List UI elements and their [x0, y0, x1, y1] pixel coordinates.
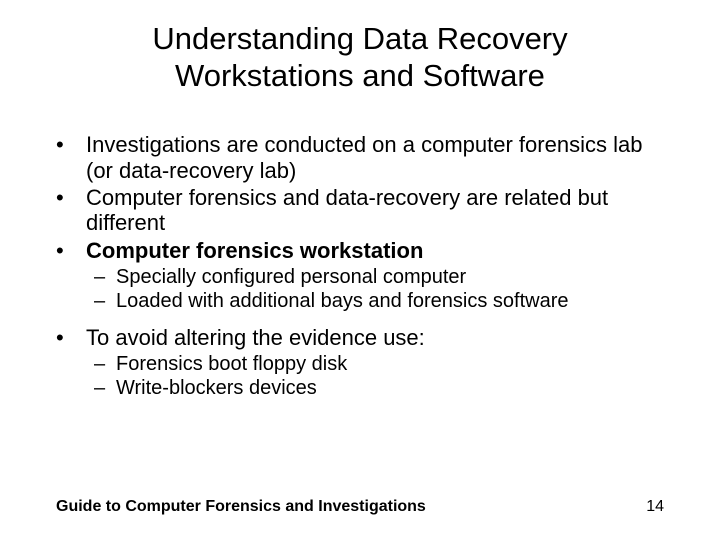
bullet-item: • Investigations are conducted on a comp…	[54, 132, 670, 183]
sub-bullet-text: Write-blockers devices	[116, 376, 670, 400]
slide-footer: Guide to Computer Forensics and Investig…	[0, 498, 720, 516]
bullet-dot-icon: •	[54, 238, 86, 263]
bullet-dash-icon: –	[94, 376, 116, 400]
slide-title: Understanding Data Recovery Workstations…	[50, 20, 670, 94]
sub-bullet-item: – Write-blockers devices	[54, 376, 670, 400]
sub-bullet-text: Specially configured personal computer	[116, 265, 670, 289]
sub-bullet-item: – Forensics boot floppy disk	[54, 352, 670, 376]
bullet-dot-icon: •	[54, 132, 86, 183]
title-line-2: Workstations and Software	[175, 58, 545, 93]
bullet-item: • Computer forensics and data-recovery a…	[54, 185, 670, 236]
bullet-dash-icon: –	[94, 265, 116, 289]
footer-title: Guide to Computer Forensics and Investig…	[56, 498, 426, 516]
page-number: 14	[646, 498, 664, 516]
bullet-item: • Computer forensics workstation	[54, 238, 670, 263]
bullet-dot-icon: •	[54, 185, 86, 236]
bullet-dash-icon: –	[94, 352, 116, 376]
sub-bullet-item: – Loaded with additional bays and forens…	[54, 289, 670, 313]
bullet-text: Computer forensics and data-recovery are…	[86, 185, 670, 236]
sub-bullet-text: Forensics boot floppy disk	[116, 352, 670, 376]
bullet-text-bold: Computer forensics workstation	[86, 238, 670, 263]
slide-content: • Investigations are conducted on a comp…	[50, 132, 670, 400]
bullet-dot-icon: •	[54, 325, 86, 350]
bullet-dash-icon: –	[94, 289, 116, 313]
bullet-text: To avoid altering the evidence use:	[86, 325, 670, 350]
sub-bullet-text: Loaded with additional bays and forensic…	[116, 289, 670, 313]
title-line-1: Understanding Data Recovery	[152, 21, 567, 56]
bullet-item: • To avoid altering the evidence use:	[54, 325, 670, 350]
sub-bullet-item: – Specially configured personal computer	[54, 265, 670, 289]
bullet-text: Investigations are conducted on a comput…	[86, 132, 670, 183]
